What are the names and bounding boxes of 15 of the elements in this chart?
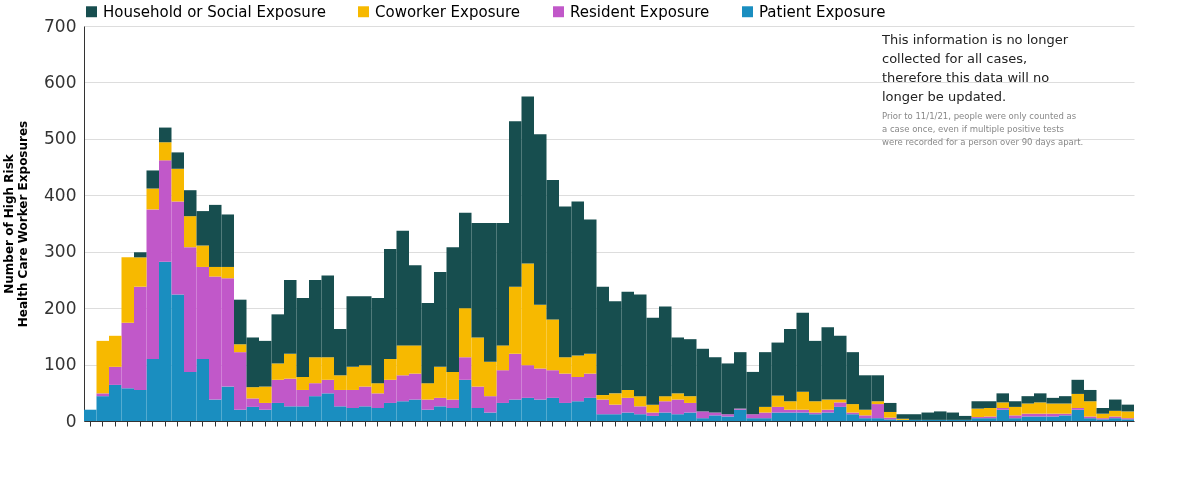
legend-label: Patient Exposure bbox=[759, 2, 886, 21]
annotation: This information is no longer collected for all cases, therefore this data will no longer be updated. bbox=[881, 32, 1069, 104]
annotation: Prior to 11/1/21, people were only counted as a case once, even if multiple positive tests were recorded for a person over 90 days apart. bbox=[882, 111, 1084, 147]
y-axis-title: Number of High Risk Health Care Worker Exposures bbox=[2, 120, 31, 328]
y-tick-label: 700 bbox=[44, 15, 77, 36]
legend-label: Household or Social Exposure bbox=[103, 2, 326, 21]
y-tick-label: 0 bbox=[65, 410, 77, 431]
legend-label: Coworker Exposure bbox=[375, 2, 521, 21]
y-tick-label: 200 bbox=[44, 297, 77, 318]
y-tick-label: 500 bbox=[44, 128, 77, 149]
y-tick-label: 100 bbox=[44, 354, 77, 375]
legend-label: Resident Exposure bbox=[570, 2, 710, 21]
y-tick-label: 600 bbox=[44, 71, 77, 92]
y-tick-label: 300 bbox=[44, 241, 77, 262]
y-tick-label: 400 bbox=[44, 184, 77, 205]
